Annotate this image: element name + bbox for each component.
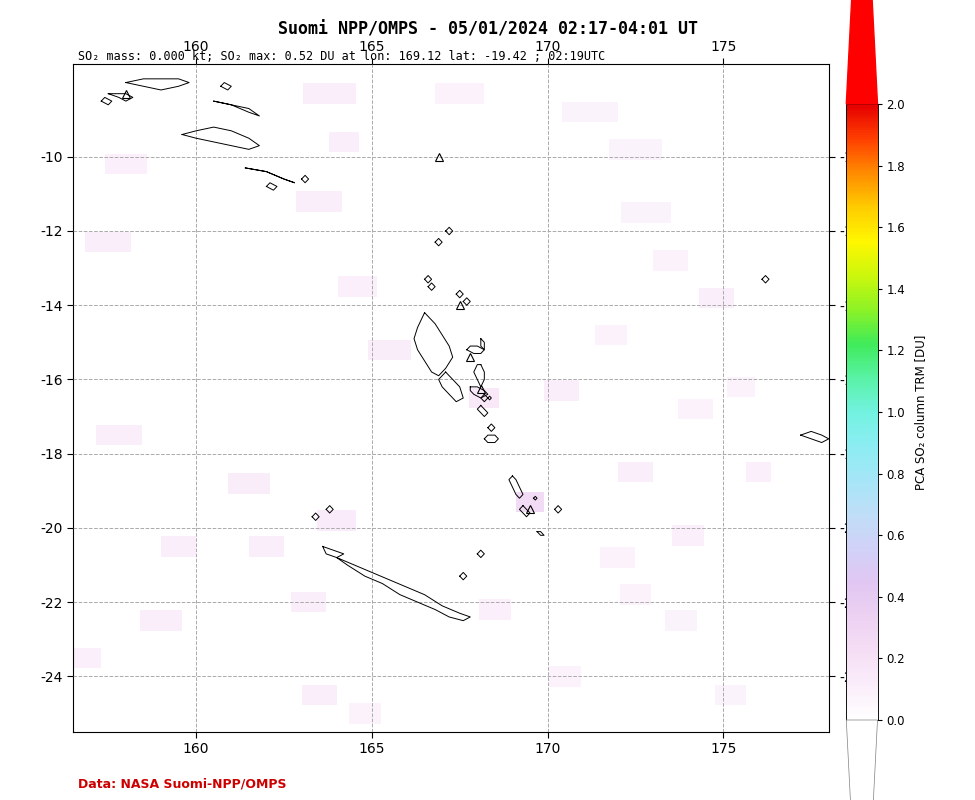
Polygon shape (846, 720, 878, 800)
Text: Suomi NPP/OMPS - 05/01/2024 02:17-04:01 UT: Suomi NPP/OMPS - 05/01/2024 02:17-04:01 … (278, 20, 697, 38)
Bar (653, 250, 688, 271)
Bar (249, 536, 284, 557)
Bar (291, 592, 327, 612)
Bar (665, 610, 697, 631)
Bar (329, 132, 359, 152)
Bar (673, 525, 704, 546)
Bar (699, 287, 734, 308)
Bar (469, 388, 499, 408)
Bar (104, 154, 147, 174)
Y-axis label: PCA SO₂ column TRM [DU]: PCA SO₂ column TRM [DU] (914, 334, 926, 490)
Bar (228, 473, 270, 494)
Bar (161, 536, 196, 557)
Bar (139, 610, 182, 631)
Bar (618, 462, 653, 482)
Bar (338, 277, 377, 297)
Bar (562, 102, 618, 122)
Bar (595, 325, 627, 345)
Bar (609, 139, 662, 159)
Polygon shape (846, 0, 878, 104)
Bar (620, 585, 651, 605)
Bar (746, 462, 771, 482)
Bar (516, 492, 544, 512)
Bar (715, 685, 746, 705)
Bar (435, 83, 485, 104)
Bar (303, 83, 356, 104)
Bar (479, 599, 511, 620)
Bar (296, 191, 342, 211)
Bar (678, 399, 713, 419)
Bar (66, 647, 101, 668)
Bar (301, 685, 336, 705)
Bar (349, 703, 380, 724)
Bar (86, 232, 131, 252)
Bar (621, 202, 671, 222)
Bar (369, 339, 410, 360)
Bar (549, 666, 581, 686)
Bar (726, 377, 755, 397)
Text: SO₂ mass: 0.000 kt; SO₂ max: 0.52 DU at lon: 169.12 lat: -19.42 ; 02:19UTC: SO₂ mass: 0.000 kt; SO₂ max: 0.52 DU at … (78, 50, 605, 63)
Bar (318, 510, 356, 530)
Text: Data: NASA Suomi-NPP/OMPS: Data: NASA Suomi-NPP/OMPS (78, 778, 287, 790)
Bar (96, 425, 141, 446)
Bar (544, 380, 579, 401)
Bar (601, 547, 636, 568)
